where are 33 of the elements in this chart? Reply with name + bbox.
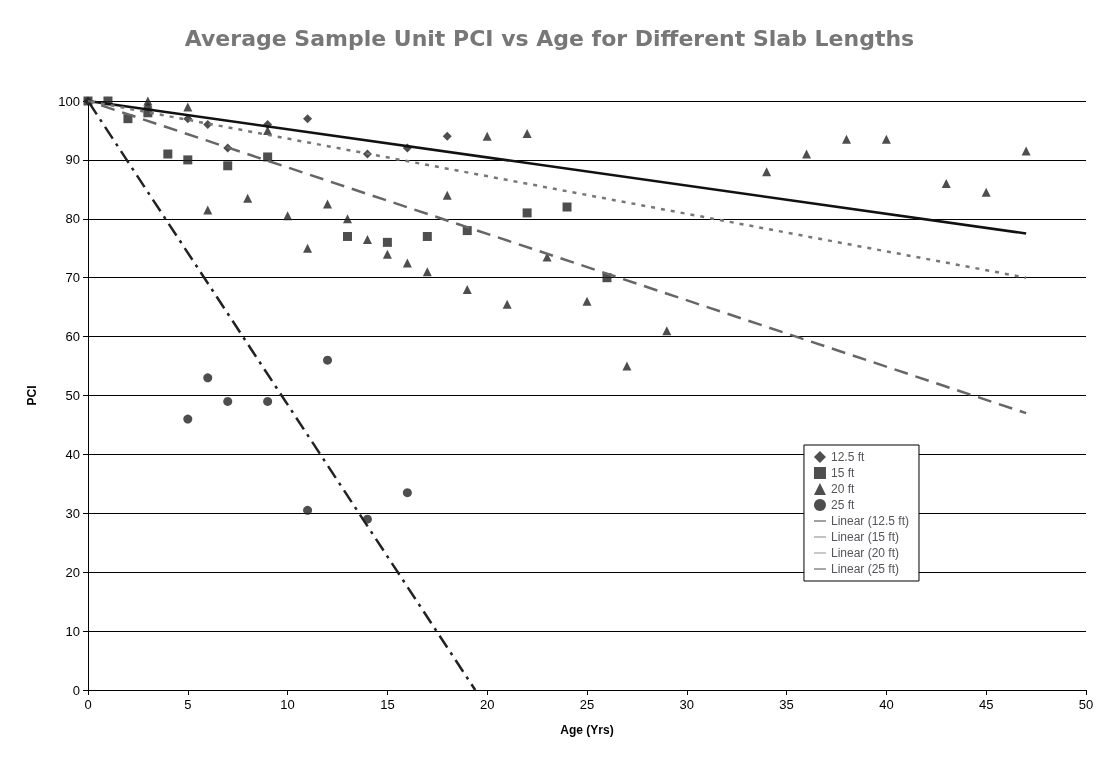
x-tick-label: 25 [579, 697, 595, 712]
x-tick-label: 10 [280, 697, 295, 712]
y-tick-label: 20 [65, 564, 80, 580]
legend-label: Linear (12.5 ft) [830, 514, 910, 528]
legend-label: 20 ft [830, 482, 855, 496]
y-tick-label: 40 [65, 446, 80, 462]
x-tick-label: 5 [184, 697, 192, 712]
chart-title: Average Sample Unit PCI vs Age for Different Slab Lengths [184, 25, 915, 51]
legend-label: Linear (15 ft) [830, 530, 900, 544]
x-axis-title: Age (Yrs) [560, 723, 614, 737]
y-tick-label: 80 [65, 211, 80, 227]
legend-label: 12.5 ft [830, 450, 865, 464]
y-tick-label: 60 [65, 329, 80, 345]
y-tick-label: 10 [65, 623, 80, 639]
legend-label: 25 ft [830, 498, 855, 512]
x-tick-label: 0 [84, 697, 92, 712]
y-tick-label: 70 [65, 270, 80, 286]
legend-label: Linear (25 ft) [830, 562, 900, 576]
x-tick-label: 30 [679, 697, 695, 712]
y-tick-label: 30 [65, 505, 80, 521]
y-tick-label: 0 [72, 682, 80, 698]
x-tick-label: 45 [978, 697, 994, 712]
x-tick-label: 50 [1078, 697, 1094, 712]
y-tick-label: 90 [65, 152, 80, 168]
y-tick-label: 50 [65, 388, 80, 403]
x-tick-label: 15 [380, 697, 395, 712]
x-tick-label: 35 [779, 697, 794, 712]
legend-label: 15 ft [830, 466, 855, 480]
x-tick-label: 20 [479, 697, 495, 712]
x-tick-label: 40 [879, 697, 894, 712]
y-tick-label: 100 [58, 93, 80, 109]
legend-label: Linear (20 ft) [830, 546, 900, 560]
y-axis-title: PCI [25, 385, 39, 406]
